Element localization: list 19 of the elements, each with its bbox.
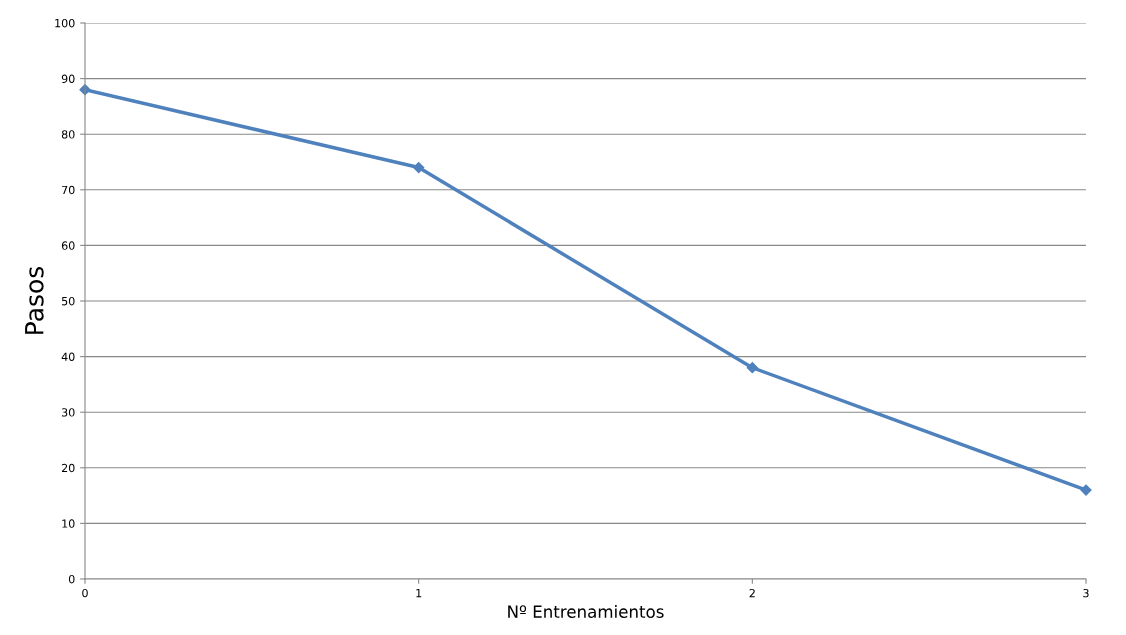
x-tick-label: 3 bbox=[1083, 588, 1089, 598]
y-tick-label: 70 bbox=[62, 185, 75, 195]
y-tick-label: 100 bbox=[55, 18, 75, 28]
y-tick-label: 90 bbox=[61, 74, 75, 83]
x-tick-label: 0 bbox=[82, 588, 88, 598]
point bbox=[746, 362, 758, 374]
y-tick-label: 30 bbox=[61, 408, 75, 417]
point bbox=[413, 161, 425, 174]
y-tick-label: 60 bbox=[61, 241, 75, 250]
y-tick-label: 40 bbox=[61, 352, 75, 361]
y-tick-label: 0 bbox=[68, 574, 75, 584]
y-tick-label: 80 bbox=[61, 130, 75, 139]
y-tick-label: 10 bbox=[62, 519, 75, 528]
x-tick-label: 1 bbox=[416, 589, 422, 598]
y-tick-label: 50 bbox=[62, 296, 75, 306]
y-axis-title: Pasos bbox=[25, 266, 44, 334]
y-tick-label: 20 bbox=[61, 463, 75, 473]
x-axis-title: Nº Entrenamientos bbox=[508, 605, 664, 618]
x-tick-label: 2 bbox=[749, 588, 755, 598]
